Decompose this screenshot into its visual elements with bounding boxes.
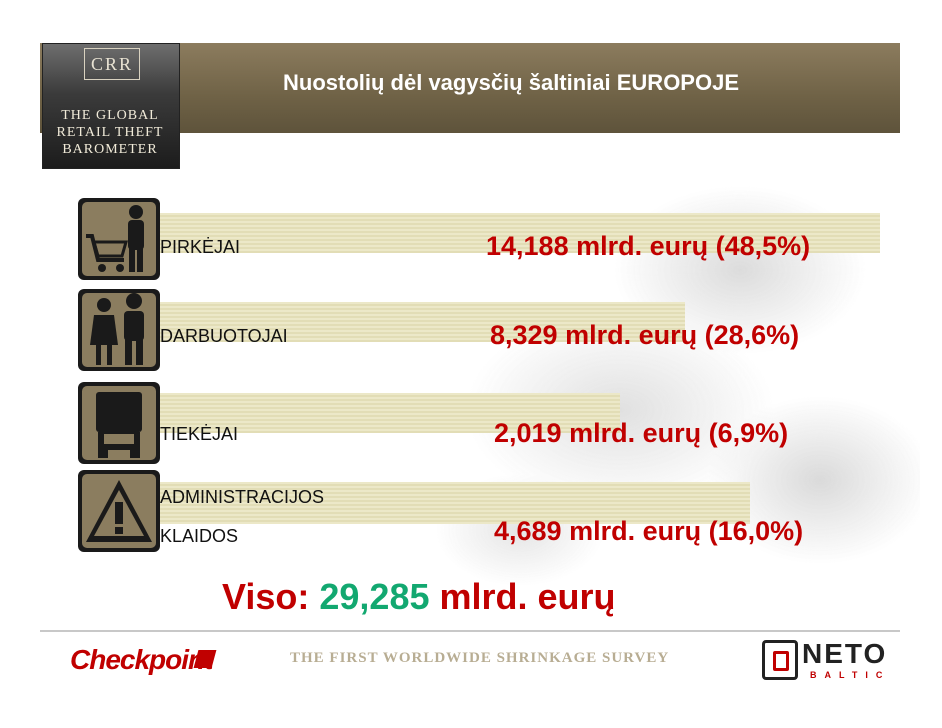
row-value-shoppers: 14,188 mlrd. eurų (48,5%): [486, 231, 811, 261]
logo-line-3: BAROMETER: [62, 142, 158, 157]
header-bar: [40, 43, 900, 133]
shopper-cart-icon: [78, 198, 160, 280]
logo-line-2: RETAIL THEFT: [56, 125, 164, 140]
total-number: 29,285: [319, 576, 430, 617]
row-bar-shoppers: [160, 213, 880, 253]
row-bar-admin-errors: [160, 482, 750, 524]
row-bar-suppliers: [160, 393, 620, 433]
total-prefix: Viso:: [222, 576, 310, 617]
checkpoint-mark-icon: [193, 650, 217, 668]
crr-logo: [42, 43, 180, 169]
row-label-employees: DARBUOTOJAI: [160, 326, 288, 346]
employees-icon: [78, 289, 160, 371]
logo-line-1: THE GLOBAL: [61, 108, 159, 123]
warning-icon: [78, 470, 160, 552]
footer-divider: [40, 630, 900, 632]
row-label-suppliers: TIEKĖJAI: [160, 424, 239, 444]
row-value-admin-errors: 4,689 mlrd. eurų (16,0%): [494, 516, 804, 546]
neto-logo-text: NETO: [802, 638, 888, 669]
total-suffix: mlrd. eurų: [439, 576, 616, 617]
row-label-admin-errors-line1: ADMINISTRACIJOS: [160, 487, 325, 507]
neto-logo-subtext: BALTIC: [810, 670, 891, 680]
total-line: Viso: 29,285 mlrd. eurų: [222, 576, 616, 618]
row-label-shoppers: PIRKĖJAI: [160, 237, 241, 257]
row-bar-employees: [160, 302, 685, 342]
row-value-suppliers: 2,019 mlrd. eurų (6,9%): [494, 418, 789, 448]
page-title: Nuostolių dėl vagysčių šaltiniai EUROPOJ…: [283, 70, 740, 95]
crr-logo-mark: CRR: [84, 48, 140, 80]
truck-icon: [78, 382, 160, 464]
survey-caption: THE FIRST WORLDWIDE SHRINKAGE SURVEY: [290, 650, 670, 666]
row-value-employees: 8,329 mlrd. eurų (28,6%): [490, 320, 800, 350]
neto-logo-icon: [762, 640, 798, 680]
row-label-admin-errors-line2: KLAIDOS: [160, 526, 239, 546]
checkpoint-logo: Checkpoint: [70, 644, 213, 675]
